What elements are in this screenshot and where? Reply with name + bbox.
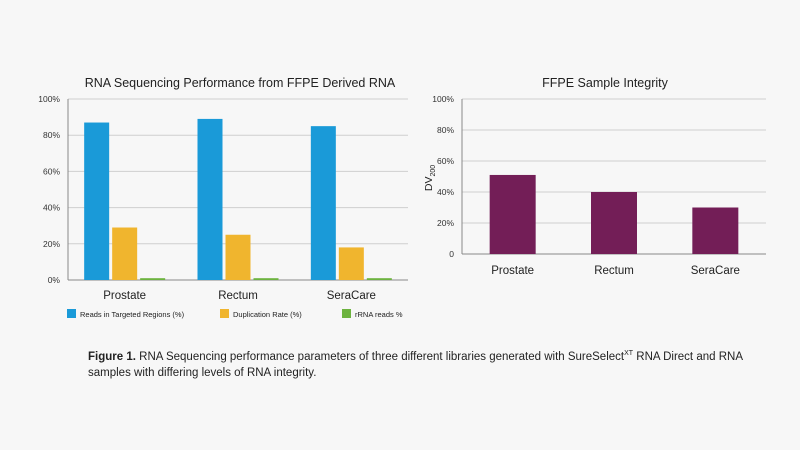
caption-label: Figure 1.	[88, 350, 136, 363]
legend-swatch	[220, 309, 229, 318]
y-axis-label-subscript: 200	[430, 165, 437, 177]
sample-integrity-chart: FFPE Sample Integrity 0 20% 40% 60% 80% 100% Pr…	[423, 76, 766, 277]
y-tick-label: 80%	[43, 130, 60, 140]
bar-reads-in-targeted-regions-seracare	[310, 126, 336, 281]
y-tick-label: 20%	[437, 218, 454, 228]
legend-label: rRNA reads %	[355, 310, 403, 319]
bar-dv200-rectum	[591, 192, 637, 254]
figure-caption: Figure 1. RNA Sequencing performance par…	[88, 346, 768, 381]
bar-rrna-reads-seracare	[366, 278, 392, 280]
y-tick-label: 60%	[43, 166, 60, 176]
category-label: Rectum	[218, 290, 258, 302]
legend-label: Reads in Targeted Regions (%)	[80, 310, 185, 319]
sequencing-performance-chart: RNA Sequencing Performance from FFPE Der…	[38, 76, 408, 319]
bar-dv200-prostate	[489, 174, 536, 254]
bar-reads-in-targeted-regions-rectum	[197, 118, 223, 280]
caption-text-after: RNA Direct and RNA samples with differin…	[88, 350, 743, 379]
bar-duplication-rate-seracare	[338, 247, 364, 280]
category-label: Rectum	[594, 265, 634, 277]
y-tick-label: 100%	[432, 94, 454, 104]
bar-rrna-reads-prostate	[140, 278, 166, 280]
bar-duplication-rate-prostate	[112, 227, 138, 280]
chart-title: RNA Sequencing Performance from FFPE Der…	[85, 76, 396, 90]
y-tick-label: 40%	[437, 187, 454, 197]
y-axis-label-main: DV	[423, 177, 435, 192]
y-tick-label: 20%	[43, 239, 60, 249]
bar-reads-in-targeted-regions-prostate	[84, 122, 110, 280]
legend-label: Duplication Rate (%)	[233, 310, 302, 319]
category-label: SeraCare	[691, 265, 740, 277]
y-tick-label: 40%	[43, 203, 60, 213]
y-tick-label: 0%	[48, 275, 61, 285]
y-tick-label: 0	[449, 249, 454, 259]
category-label: Prostate	[103, 290, 146, 302]
bar-dv200-seracare	[692, 207, 739, 254]
caption-superscript: XT	[624, 350, 634, 357]
legend-swatch	[67, 309, 76, 318]
bar-duplication-rate-rectum	[225, 234, 251, 280]
bar-rrna-reads-rectum	[253, 278, 279, 280]
y-tick-label: 100%	[38, 94, 60, 104]
chart-title: FFPE Sample Integrity	[542, 76, 668, 90]
category-label: SeraCare	[327, 290, 376, 302]
y-tick-label: 60%	[437, 156, 454, 166]
legend-swatch	[342, 309, 351, 318]
caption-text-before: RNA Sequencing performance parameters of…	[135, 350, 625, 363]
y-axis-label: DV200	[423, 165, 437, 191]
category-label: Prostate	[491, 265, 534, 277]
y-tick-label: 80%	[437, 125, 454, 135]
